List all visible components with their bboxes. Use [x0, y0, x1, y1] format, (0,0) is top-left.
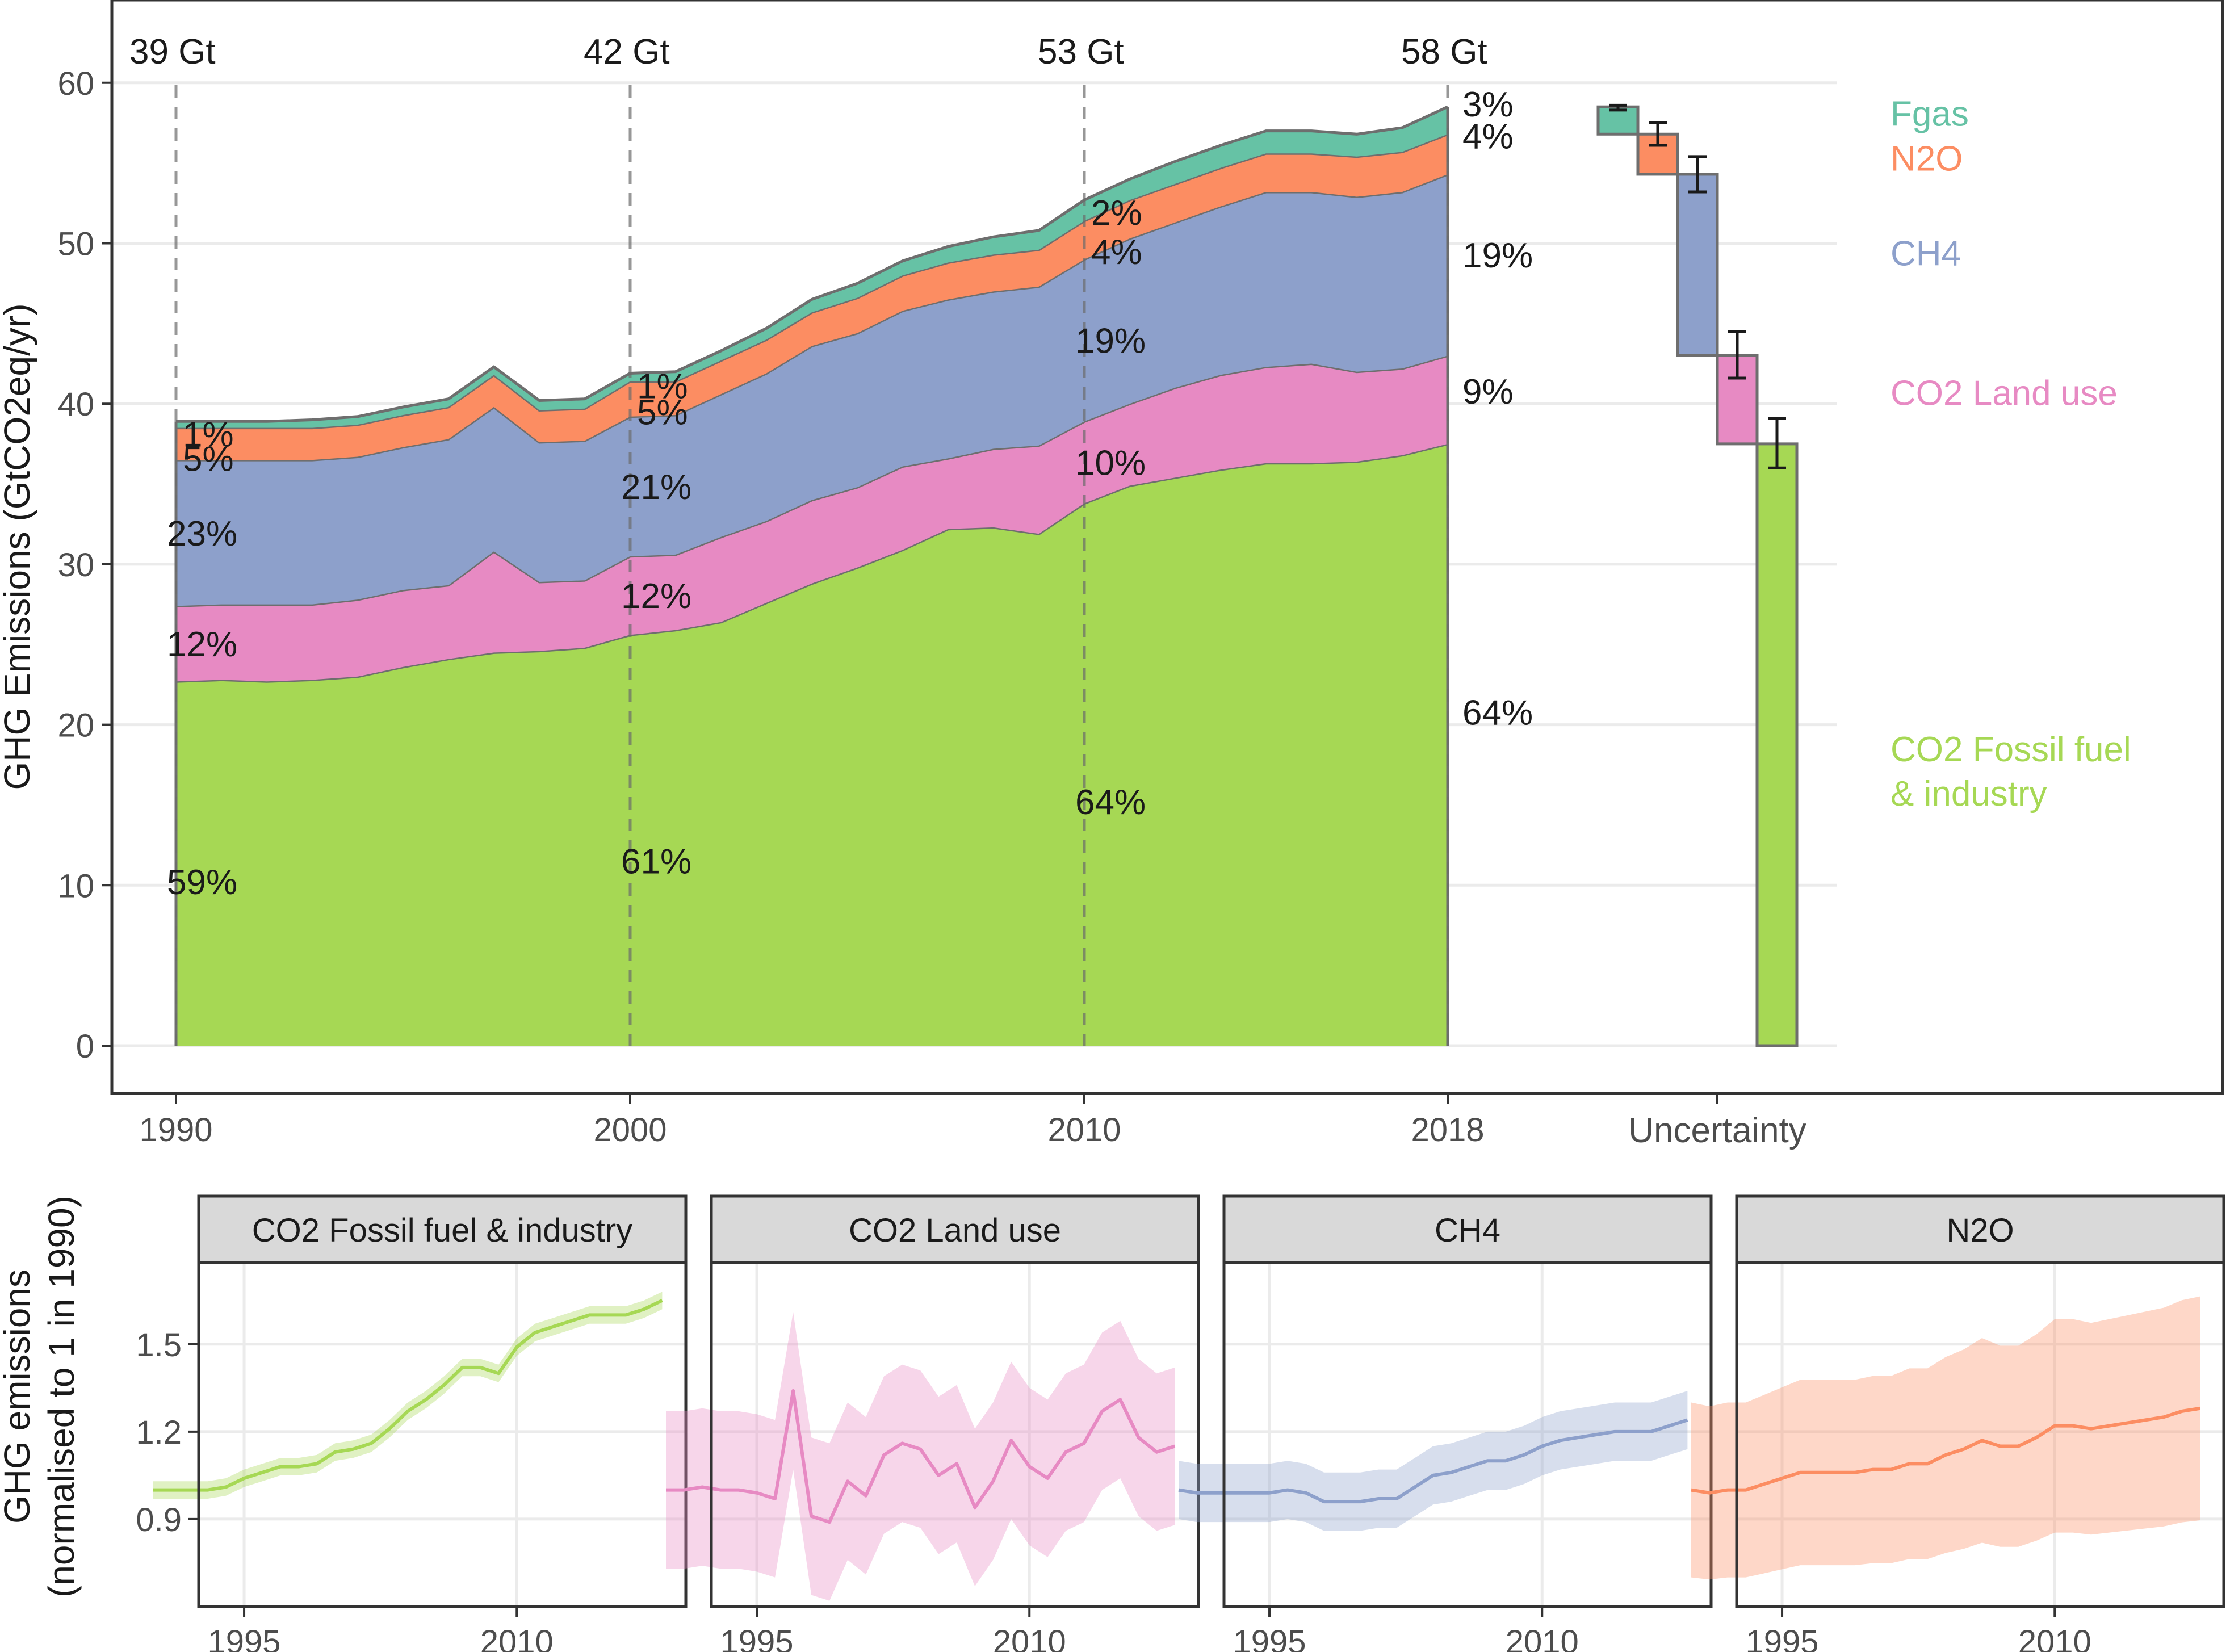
x-tick-label: 2018 — [1411, 1112, 1484, 1148]
facet-uncertainty-band — [153, 1292, 663, 1499]
percent-label: 9% — [1462, 372, 1514, 412]
facet-x-tick-label: 1995 — [720, 1624, 794, 1652]
percent-label: 21% — [621, 468, 691, 507]
facet-series-line — [153, 1299, 663, 1492]
area-n2o — [176, 134, 1448, 460]
total-gt-label: 42 Gt — [584, 32, 670, 72]
total-gt-label: 39 Gt — [129, 32, 216, 72]
x-tick-label: 1990 — [139, 1112, 212, 1148]
facet-panel-co2-land-use: CO2 Land use 1995 2010 — [666, 1194, 1200, 1652]
facet-panel-co2-fossil-fuel-industry: CO2 Fossil fuel & industry 1995 2010 — [153, 1194, 688, 1652]
main-panel: 59%12%23%5%1%61%12%21%5%1%64%10%19%4%2%6… — [0, 0, 2224, 1150]
area-ch4 — [176, 174, 1448, 606]
facet-strip-title: CO2 Land use — [849, 1212, 1061, 1249]
facet-uncertainty-band — [666, 1312, 1175, 1601]
percent-label: 19% — [1462, 236, 1533, 275]
percent-label: 12% — [621, 577, 691, 616]
uncertainty-tick-label: Uncertainty — [1628, 1111, 1806, 1150]
facet-strip-title: CH4 — [1435, 1212, 1500, 1249]
facet-panel-border — [1735, 1261, 2225, 1608]
facet-y-axis-label-line2: (normalised to 1 in 1990) — [41, 1196, 82, 1598]
facet-strip — [197, 1194, 688, 1264]
year-marker-lines — [174, 85, 1449, 1046]
facet-strip — [1222, 1194, 1713, 1264]
area-fgas — [176, 107, 1448, 428]
y-tick-label: 20 — [57, 707, 94, 744]
percent-label: 4% — [1091, 233, 1142, 272]
percent-label: 1% — [637, 367, 688, 406]
percent-label: 10% — [1075, 443, 1146, 483]
facet-x-tick-label: 1995 — [1233, 1624, 1306, 1652]
x-tick-label: 2000 — [593, 1112, 667, 1148]
percent-label: 12% — [167, 625, 237, 664]
area-boundary-line — [176, 105, 1449, 423]
y-tick-label: 60 — [57, 65, 94, 102]
percent-label: 5% — [637, 393, 688, 433]
facet-panel-n2o: N2O 1995 2010 — [1691, 1194, 2225, 1652]
x-tick-label: 2010 — [1047, 1112, 1121, 1148]
facet-panels: 0.9 1.2 1.5 CO2 Fossil fuel & industry 1995 2… — [136, 1194, 2225, 1652]
facet-y-tick-label: 1.5 — [136, 1327, 182, 1364]
facet-panel-border — [1222, 1261, 1713, 1608]
percent-label: 61% — [621, 842, 691, 881]
y-tick-label: 10 — [57, 867, 94, 904]
facet-uncertainty-band — [1691, 1296, 2200, 1580]
total-gt-label: 58 Gt — [1401, 32, 1487, 72]
facet-panel-border — [710, 1261, 1200, 1608]
facet-x-tick-label: 2010 — [2018, 1624, 2091, 1652]
percent-label: 4% — [1462, 118, 1514, 157]
percent-label: 1% — [183, 415, 234, 454]
main-axes: 0 10 20 30 40 50 60 1990 2000 2010 2018 Uncertainty — [57, 65, 1806, 1150]
area-co2-fossil-fuel-industry — [176, 443, 1448, 1046]
percent-label: 5% — [183, 440, 234, 479]
percent-label: 19% — [1075, 322, 1146, 361]
facet-series-line — [1691, 1406, 2200, 1495]
facet-uncertainty-band — [1179, 1391, 1688, 1531]
uncertainty-waterfall — [1596, 103, 1799, 1047]
facet-series-line — [666, 1389, 1176, 1524]
facet-panel-ch4: CH4 1995 2010 — [1178, 1194, 1713, 1652]
legend-label: N2O — [1891, 140, 1963, 179]
facet-x-tick-label: 2010 — [993, 1624, 1066, 1652]
percent-label: 23% — [167, 514, 237, 554]
main-panel-border — [110, 0, 2224, 1095]
facet-x-tick-label: 2010 — [1506, 1624, 1579, 1652]
area-co2-land-use — [176, 355, 1448, 682]
y-tick-label: 50 — [57, 226, 94, 263]
facet-y-tick-label: 0.9 — [136, 1502, 182, 1538]
facet-x-tick-label: 1995 — [208, 1624, 281, 1652]
y-tick-label: 40 — [57, 386, 94, 423]
facet-strip — [1735, 1194, 2225, 1264]
percent-label: 59% — [167, 863, 237, 902]
facet-strip-title: CO2 Fossil fuel & industry — [252, 1212, 632, 1249]
legend-label: CH4 — [1891, 234, 1961, 273]
facet-strip — [710, 1194, 1200, 1264]
legend-label: Fgas — [1891, 95, 1969, 134]
facet-y-tick-label: 1.2 — [136, 1414, 182, 1451]
percent-label: 2% — [1091, 194, 1142, 233]
facet-y-axis-label-line1: GHG emissions — [0, 1269, 37, 1524]
facet-panel-border — [197, 1261, 688, 1608]
legend: Fgas N2O CH4 CO2 Land use CO2 Fossil fuel & i… — [1891, 95, 2131, 814]
main-y-axis-label: GHG Emissions (GtCO2eq/yr) — [0, 303, 37, 790]
facet-strip-title: N2O — [1946, 1212, 2014, 1249]
percent-label: 64% — [1462, 694, 1533, 733]
y-tick-label: 30 — [57, 547, 94, 584]
legend-label: CO2 Land use — [1891, 374, 2118, 413]
percent-labels: 59%12%23%5%1%61%12%21%5%1%64%10%19%4%2%6… — [167, 85, 1533, 902]
y-tick-label: 0 — [76, 1028, 94, 1065]
legend-label: & industry — [1891, 774, 2047, 814]
facet-series-line — [1178, 1418, 1688, 1504]
uncertainty-bar — [1755, 442, 1799, 1047]
total-gt-label: 53 Gt — [1038, 32, 1124, 72]
stacked-area-layers — [174, 105, 1449, 1046]
uncertainty-bar — [1676, 173, 1719, 357]
percent-label: 3% — [1462, 85, 1514, 124]
facet-x-tick-label: 1995 — [1746, 1624, 1819, 1652]
total-gt-labels: 39 Gt 42 Gt 53 Gt 58 Gt — [129, 32, 1487, 72]
facet-x-tick-label: 2010 — [480, 1624, 554, 1652]
percent-label: 64% — [1075, 783, 1146, 822]
legend-label: CO2 Fossil fuel — [1891, 730, 2131, 769]
